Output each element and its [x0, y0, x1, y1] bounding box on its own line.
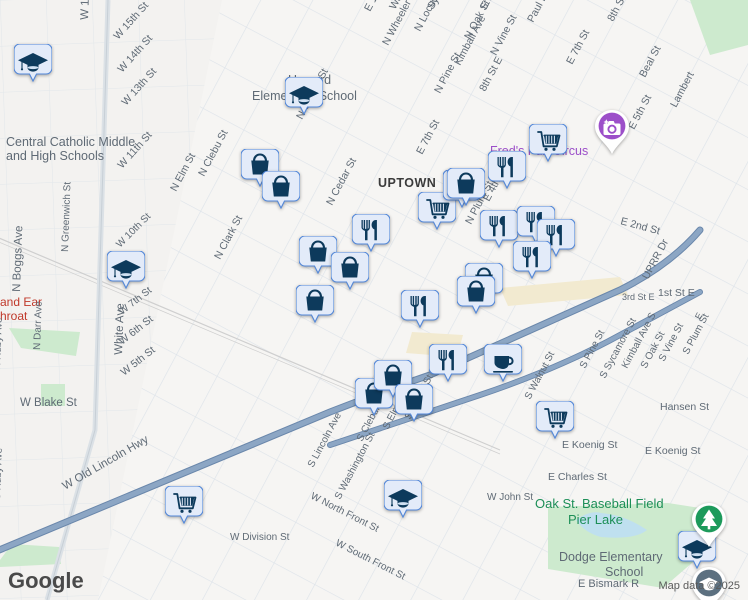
svg-text:N Boggs Ave: N Boggs Ave	[11, 225, 25, 292]
svg-text:UPTOWN: UPTOWN	[378, 176, 436, 190]
svg-text:Central Catholic Middle: Central Catholic Middle	[6, 135, 135, 149]
svg-text:W John St: W John St	[487, 492, 533, 503]
svg-text:E Bismark R: E Bismark R	[578, 578, 639, 590]
svg-text:School: School	[605, 565, 643, 579]
svg-text:Oak St. Baseball Field: Oak St. Baseball Field	[535, 496, 664, 511]
svg-text:Hansen St: Hansen St	[660, 401, 709, 413]
svg-text:Pier Lake: Pier Lake	[568, 512, 623, 527]
svg-text:E Koenig St: E Koenig St	[645, 445, 701, 457]
svg-text:W 15th Ave: W 15th Ave	[79, 0, 93, 20]
svg-text:E Charles St: E Charles St	[548, 471, 607, 483]
svg-text:W Blake St: W Blake St	[20, 397, 78, 409]
svg-text:Dodge Elementary: Dodge Elementary	[559, 550, 663, 564]
svg-text:W Division St: W Division St	[230, 532, 290, 543]
svg-text:1st St E: 1st St E	[658, 287, 695, 299]
svg-text:3rd St E: 3rd St E	[622, 292, 655, 302]
svg-text:and High Schools: and High Schools	[6, 149, 104, 163]
svg-text:N Darr Ave: N Darr Ave	[32, 301, 45, 351]
